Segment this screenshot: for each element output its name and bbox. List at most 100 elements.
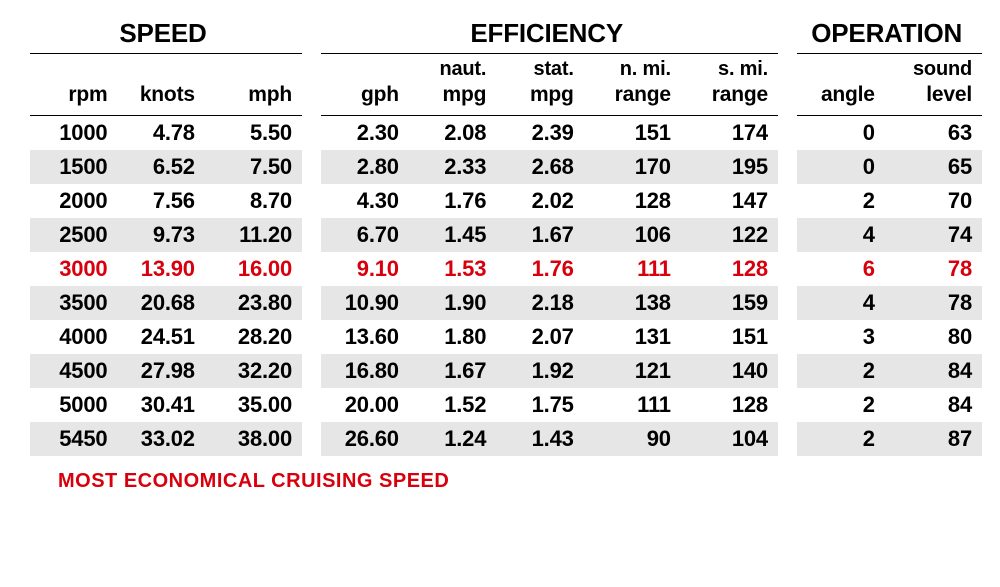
cell-smi-range: 195 xyxy=(681,150,778,184)
cell-rpm: 1000 xyxy=(30,116,117,151)
row-gap xyxy=(778,388,797,422)
cell-knots: 9.73 xyxy=(117,218,204,252)
cell-rpm: 3000 xyxy=(30,252,117,286)
col-sup-rpm xyxy=(30,54,117,84)
table-row: 10004.785.502.302.082.39151174063 xyxy=(30,116,982,151)
cell-naut-mpg: 1.24 xyxy=(409,422,496,456)
cell-smi-range: 128 xyxy=(681,388,778,422)
section-efficiency: EFFICIENCY xyxy=(321,12,778,54)
cell-mph: 11.20 xyxy=(205,218,302,252)
cell-angle: 2 xyxy=(797,388,884,422)
row-gap xyxy=(302,388,321,422)
cell-knots: 13.90 xyxy=(117,252,204,286)
cell-angle: 0 xyxy=(797,150,884,184)
cell-gph: 6.70 xyxy=(321,218,408,252)
cell-naut-mpg: 1.53 xyxy=(409,252,496,286)
cell-rpm: 5450 xyxy=(30,422,117,456)
cell-angle: 4 xyxy=(797,286,884,320)
cell-naut-mpg: 2.08 xyxy=(409,116,496,151)
cell-gph: 13.60 xyxy=(321,320,408,354)
cell-naut-mpg: 2.33 xyxy=(409,150,496,184)
row-gap xyxy=(302,354,321,388)
section-operation: OPERATION xyxy=(797,12,982,54)
cell-angle: 2 xyxy=(797,422,884,456)
cell-nmi-range: 131 xyxy=(584,320,681,354)
cell-knots: 20.68 xyxy=(117,286,204,320)
table-row: 25009.7311.206.701.451.67106122474 xyxy=(30,218,982,252)
row-gap xyxy=(778,184,797,218)
cell-gph: 26.60 xyxy=(321,422,408,456)
cell-rpm: 3500 xyxy=(30,286,117,320)
row-gap xyxy=(778,320,797,354)
column-sup-row: naut. stat. n. mi. s. mi. sound xyxy=(30,54,982,84)
row-gap xyxy=(302,116,321,151)
row-gap xyxy=(778,218,797,252)
cell-rpm: 4000 xyxy=(30,320,117,354)
cell-stat-mpg: 1.76 xyxy=(496,252,583,286)
cell-knots: 24.51 xyxy=(117,320,204,354)
row-gap xyxy=(302,286,321,320)
cell-rpm: 2000 xyxy=(30,184,117,218)
col-sup-smi-range: s. mi. xyxy=(681,54,778,84)
cell-angle: 4 xyxy=(797,218,884,252)
cell-sound: 84 xyxy=(885,388,982,422)
cell-angle: 2 xyxy=(797,184,884,218)
cell-mph: 32.20 xyxy=(205,354,302,388)
row-gap xyxy=(778,354,797,388)
table-row: 350020.6823.8010.901.902.18138159478 xyxy=(30,286,982,320)
col-gap xyxy=(778,54,797,84)
cell-sound: 80 xyxy=(885,320,982,354)
column-header-row: rpm knots mph gph mpg mpg range range an… xyxy=(30,83,982,116)
cell-stat-mpg: 1.92 xyxy=(496,354,583,388)
cell-nmi-range: 151 xyxy=(584,116,681,151)
cell-nmi-range: 170 xyxy=(584,150,681,184)
col-gap xyxy=(778,83,797,116)
cell-gph: 16.80 xyxy=(321,354,408,388)
table-row: 450027.9832.2016.801.671.92121140284 xyxy=(30,354,982,388)
cell-mph: 8.70 xyxy=(205,184,302,218)
cell-stat-mpg: 2.68 xyxy=(496,150,583,184)
cell-rpm: 4500 xyxy=(30,354,117,388)
section-speed: SPEED xyxy=(30,12,302,54)
cell-nmi-range: 106 xyxy=(584,218,681,252)
cell-sound: 65 xyxy=(885,150,982,184)
row-gap xyxy=(778,252,797,286)
cell-mph: 23.80 xyxy=(205,286,302,320)
cell-sound: 84 xyxy=(885,354,982,388)
cell-sound: 74 xyxy=(885,218,982,252)
cell-gph: 9.10 xyxy=(321,252,408,286)
table-row: 545033.0238.0026.601.241.4390104287 xyxy=(30,422,982,456)
performance-table-page: SPEED EFFICIENCY OPERATION naut. stat. n… xyxy=(0,0,1000,587)
cell-nmi-range: 111 xyxy=(584,388,681,422)
table-row: 15006.527.502.802.332.68170195065 xyxy=(30,150,982,184)
cell-smi-range: 140 xyxy=(681,354,778,388)
cell-smi-range: 104 xyxy=(681,422,778,456)
cell-sound: 70 xyxy=(885,184,982,218)
table-row: 300013.9016.009.101.531.76111128678 xyxy=(30,252,982,286)
cell-naut-mpg: 1.67 xyxy=(409,354,496,388)
cell-naut-mpg: 1.80 xyxy=(409,320,496,354)
cell-mph: 5.50 xyxy=(205,116,302,151)
cell-stat-mpg: 2.18 xyxy=(496,286,583,320)
cell-mph: 28.20 xyxy=(205,320,302,354)
cell-gph: 2.30 xyxy=(321,116,408,151)
cell-stat-mpg: 2.02 xyxy=(496,184,583,218)
row-gap xyxy=(778,422,797,456)
footnote-most-economical: MOST ECONOMICAL CRUISING SPEED xyxy=(30,456,982,493)
col-gap xyxy=(302,54,321,84)
section-gap xyxy=(778,12,797,54)
cell-stat-mpg: 2.39 xyxy=(496,116,583,151)
col-rpm: rpm xyxy=(30,83,117,116)
cell-smi-range: 128 xyxy=(681,252,778,286)
table-row: 500030.4135.0020.001.521.75111128284 xyxy=(30,388,982,422)
row-gap xyxy=(302,150,321,184)
cell-smi-range: 151 xyxy=(681,320,778,354)
cell-sound: 87 xyxy=(885,422,982,456)
cell-stat-mpg: 1.67 xyxy=(496,218,583,252)
col-stat-mpg: mpg xyxy=(496,83,583,116)
cell-rpm: 2500 xyxy=(30,218,117,252)
cell-naut-mpg: 1.45 xyxy=(409,218,496,252)
cell-angle: 6 xyxy=(797,252,884,286)
cell-sound: 78 xyxy=(885,286,982,320)
cell-mph: 38.00 xyxy=(205,422,302,456)
